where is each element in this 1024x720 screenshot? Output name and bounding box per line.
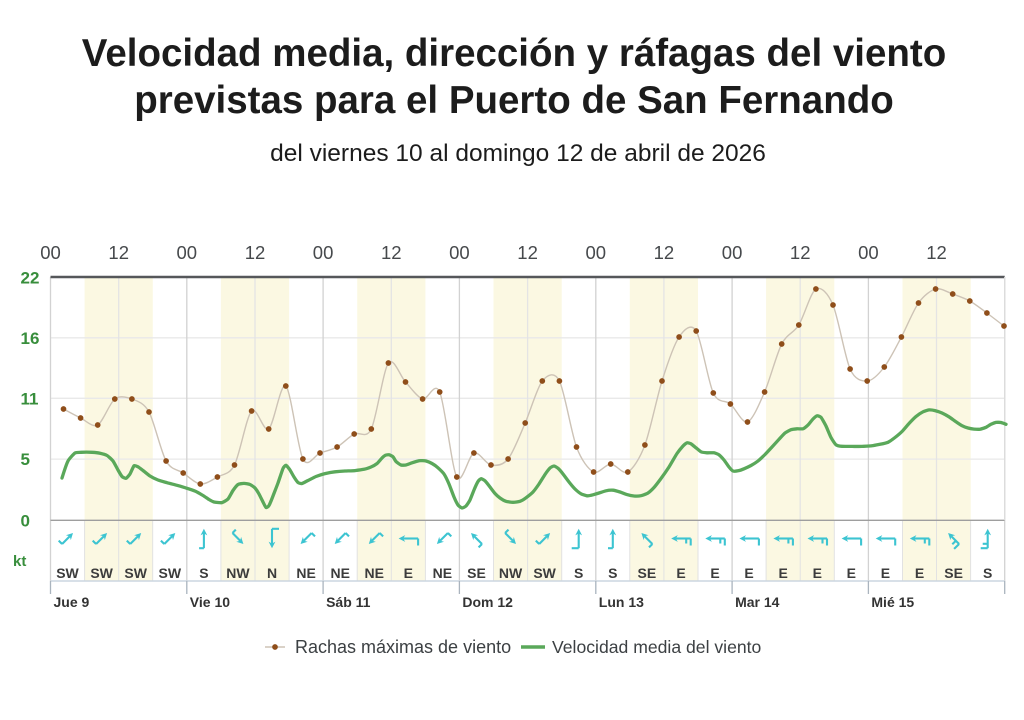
svg-text:E: E xyxy=(847,565,856,581)
svg-text:00: 00 xyxy=(177,242,198,263)
svg-text:12: 12 xyxy=(790,242,811,263)
svg-text:12: 12 xyxy=(654,242,675,263)
svg-text:12: 12 xyxy=(381,242,402,263)
svg-text:Mar 14: Mar 14 xyxy=(735,594,780,610)
svg-text:00: 00 xyxy=(449,242,470,263)
svg-text:E: E xyxy=(404,565,413,581)
svg-text:del viernes 10 al domingo 12 d: del viernes 10 al domingo 12 de abril de… xyxy=(270,140,766,167)
svg-text:NW: NW xyxy=(226,565,250,581)
svg-text:11: 11 xyxy=(21,389,39,408)
svg-text:NW: NW xyxy=(499,565,523,581)
svg-text:E: E xyxy=(813,565,822,581)
svg-text:NE: NE xyxy=(433,565,452,581)
svg-text:E: E xyxy=(744,565,753,581)
svg-text:12: 12 xyxy=(926,242,947,263)
svg-text:E: E xyxy=(915,565,924,581)
svg-text:E: E xyxy=(676,565,685,581)
svg-text:Mié 15: Mié 15 xyxy=(871,594,914,610)
svg-text:SE: SE xyxy=(944,565,963,581)
svg-text:00: 00 xyxy=(722,242,743,263)
svg-text:SW: SW xyxy=(124,565,147,581)
svg-text:12: 12 xyxy=(517,242,538,263)
svg-text:00: 00 xyxy=(586,242,607,263)
svg-text:SW: SW xyxy=(533,565,556,581)
svg-text:Rachas máximas de viento: Rachas máximas de viento xyxy=(295,637,511,657)
svg-text:SW: SW xyxy=(90,565,113,581)
svg-text:N: N xyxy=(267,565,277,581)
svg-text:NE: NE xyxy=(296,565,315,581)
svg-text:5: 5 xyxy=(21,450,30,469)
svg-text:Sáb 11: Sáb 11 xyxy=(326,594,371,610)
svg-text:12: 12 xyxy=(108,242,129,263)
svg-text:E: E xyxy=(881,565,890,581)
svg-text:E: E xyxy=(779,565,788,581)
svg-text:Vie 10: Vie 10 xyxy=(190,594,230,610)
svg-text:16: 16 xyxy=(21,329,40,348)
svg-text:S: S xyxy=(199,565,208,581)
svg-text:22: 22 xyxy=(21,269,40,288)
svg-text:SE: SE xyxy=(638,565,657,581)
svg-text:E: E xyxy=(710,565,719,581)
svg-text:0: 0 xyxy=(21,511,30,530)
svg-text:NE: NE xyxy=(364,565,383,581)
svg-text:S: S xyxy=(574,565,583,581)
svg-text:SW: SW xyxy=(159,565,182,581)
svg-text:S: S xyxy=(608,565,617,581)
svg-text:Velocidad media, dirección y r: Velocidad media, dirección y ráfagas del… xyxy=(82,32,946,75)
svg-text:Dom 12: Dom 12 xyxy=(462,594,513,610)
svg-text:S: S xyxy=(983,565,992,581)
svg-text:Jue 9: Jue 9 xyxy=(54,594,90,610)
svg-text:00: 00 xyxy=(40,242,61,263)
svg-text:00: 00 xyxy=(313,242,334,263)
svg-text:12: 12 xyxy=(245,242,266,263)
svg-text:SE: SE xyxy=(467,565,486,581)
svg-text:00: 00 xyxy=(858,242,879,263)
svg-text:kt: kt xyxy=(13,553,26,570)
svg-text:NE: NE xyxy=(330,565,349,581)
svg-text:Lun 13: Lun 13 xyxy=(599,594,644,610)
svg-text:previstas para el Puerto de Sa: previstas para el Puerto de San Fernando xyxy=(134,79,894,122)
svg-text:Velocidad media del viento: Velocidad media del viento xyxy=(552,637,762,657)
svg-text:SW: SW xyxy=(56,565,79,581)
